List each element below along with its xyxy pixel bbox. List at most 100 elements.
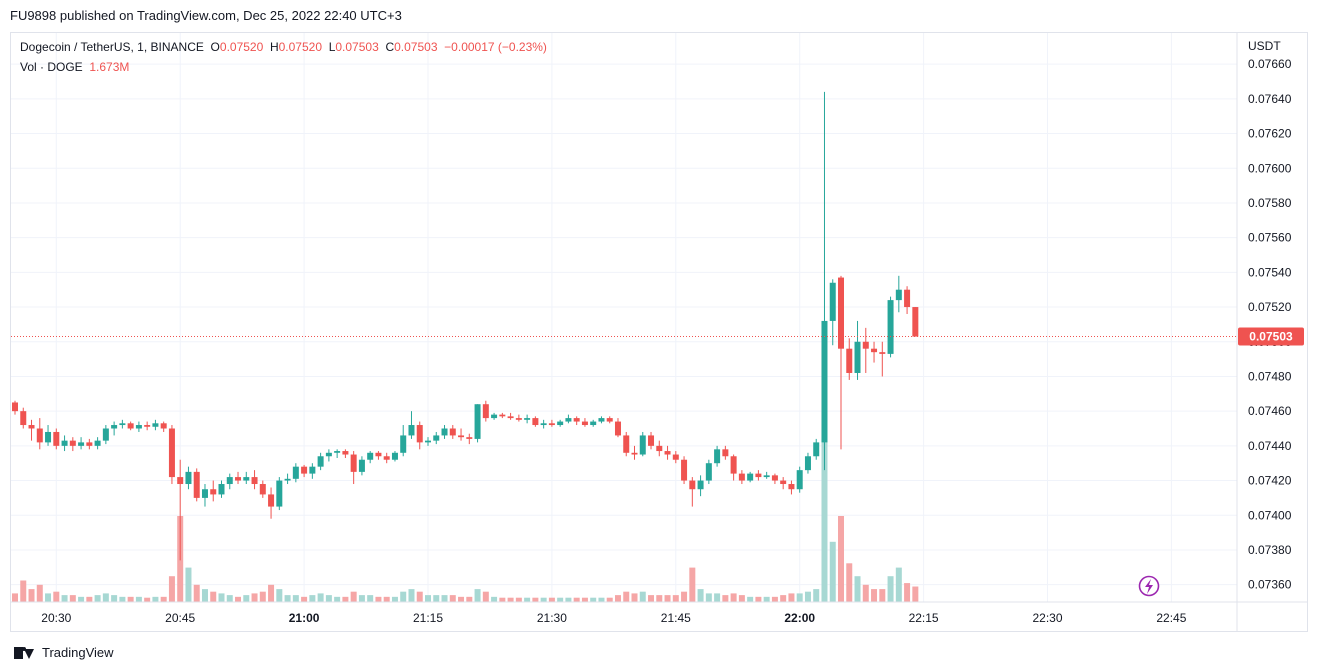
volume-bar: [730, 593, 737, 602]
price-tick-label: 0.07580: [1248, 196, 1292, 210]
time-tick-label: 22:30: [1032, 611, 1062, 625]
price-axis: 0.07360 0.07380 0.07400 0.07420 0.07440 0.074…: [1248, 57, 1292, 592]
last-price-badge: 0.07503: [1238, 327, 1304, 346]
volume-bar: [243, 595, 250, 602]
tradingview-logo-icon: [14, 646, 36, 659]
volume-bar: [540, 597, 547, 602]
close-value: 0.07503: [394, 40, 438, 54]
volume-bar: [193, 584, 200, 602]
volume-bar: [358, 595, 365, 602]
volume-bar: [292, 595, 299, 602]
volume-bar: [251, 593, 258, 602]
volume-label[interactable]: Vol · DOGE: [20, 60, 83, 74]
tradingview-footer[interactable]: TradingView: [14, 645, 114, 660]
volume-bar: [127, 596, 134, 602]
last-price-label: 0.07503: [1249, 330, 1293, 344]
volume-bar: [69, 595, 76, 602]
volume-bar: [681, 591, 688, 602]
high-value: 0.07520: [278, 40, 323, 54]
volume-bar: [796, 593, 803, 602]
volume-bar: [400, 591, 407, 602]
candle-body: [838, 277, 844, 349]
volume-bar: [606, 597, 613, 602]
candle-body: [904, 289, 911, 308]
price-tick-label: 0.07400: [1248, 508, 1292, 522]
lightning-icon[interactable]: [1138, 575, 1160, 597]
volume-bar: [201, 589, 208, 602]
candle-body: [813, 442, 820, 457]
volume-bar: [581, 597, 588, 602]
price-tick-label: 0.07560: [1248, 231, 1292, 245]
volume-bar: [895, 567, 902, 602]
time-tick-label: 20:30: [41, 611, 71, 625]
volume-bar: [631, 593, 638, 602]
candle-body: [697, 480, 704, 490]
volume-bar: [705, 593, 712, 602]
volume-bar: [672, 595, 679, 602]
price-tick-label: 0.07440: [1248, 439, 1292, 453]
candle-body: [135, 425, 142, 429]
volume-bar: [697, 589, 704, 602]
volume-bar: [218, 593, 225, 602]
volume-bar: [53, 591, 60, 602]
low-value: 0.07503: [335, 40, 379, 54]
candle-body: [86, 442, 93, 446]
candle-body: [309, 466, 316, 474]
volume-bar: [36, 584, 43, 602]
volume-bar: [904, 583, 911, 602]
volume-bar: [391, 596, 398, 602]
candle-body: [912, 307, 919, 337]
time-axis: 20:30 20:45 21:00 21:15 21:30 21:45 22:00 22:15…: [41, 611, 1186, 625]
published-caption: FU9898 published on TradingView.com, Dec…: [10, 8, 402, 23]
candle-body: [391, 452, 398, 460]
symbol-title[interactable]: Dogecoin / TetherUS, 1, BINANCE: [20, 40, 204, 54]
price-tick-label: 0.07360: [1248, 578, 1292, 592]
volume-bar: [887, 576, 894, 602]
volume-bar: [804, 591, 811, 602]
volume-bar: [879, 589, 886, 602]
volume-bar: [301, 596, 308, 602]
candle-body: [235, 477, 242, 481]
volume-bar: [284, 595, 291, 602]
volume-bar: [135, 596, 142, 602]
price-tick-label: 0.07480: [1248, 369, 1292, 383]
candle-body: [821, 320, 828, 443]
time-tick-label: 22:00: [784, 611, 815, 625]
candle-body: [532, 418, 539, 426]
time-tick-label: 20:45: [165, 611, 195, 625]
volume-bar: [524, 597, 531, 602]
candle-body: [507, 416, 514, 419]
candle-body: [722, 449, 729, 457]
volume-bar: [334, 596, 341, 602]
candle-body: [689, 480, 696, 490]
candle-body: [681, 459, 688, 481]
volume-bar: [722, 595, 729, 602]
candle-body: [598, 418, 605, 422]
volume-bar: [623, 591, 630, 602]
footer-brand: TradingView: [42, 645, 114, 660]
candle-body: [111, 425, 118, 429]
volume-bar: [590, 597, 597, 602]
volume-bar: [408, 589, 415, 602]
volume-bar: [111, 595, 118, 602]
volume-bar: [94, 595, 101, 602]
volume-bar: [689, 567, 696, 602]
volume-bar: [846, 563, 853, 602]
candle-body: [862, 341, 869, 349]
candle-body: [94, 440, 101, 446]
candle-body: [416, 425, 423, 443]
candle-body: [623, 435, 630, 453]
volume-value: 1.673M: [89, 60, 130, 74]
candle-body: [639, 435, 646, 455]
open-label: O: [210, 40, 220, 54]
chart-frame[interactable]: [10, 32, 1308, 632]
candle-body: [714, 449, 721, 464]
volume-bar: [226, 595, 233, 602]
ohlc-legend: Dogecoin / TetherUS, 1, BINANCE O 0.07520…: [20, 40, 547, 54]
time-tick-label: 22:15: [909, 611, 939, 625]
chart-grid: [11, 33, 1237, 602]
close-label: C: [385, 40, 395, 54]
candle-body: [400, 435, 407, 453]
volume-bar: [507, 597, 514, 602]
